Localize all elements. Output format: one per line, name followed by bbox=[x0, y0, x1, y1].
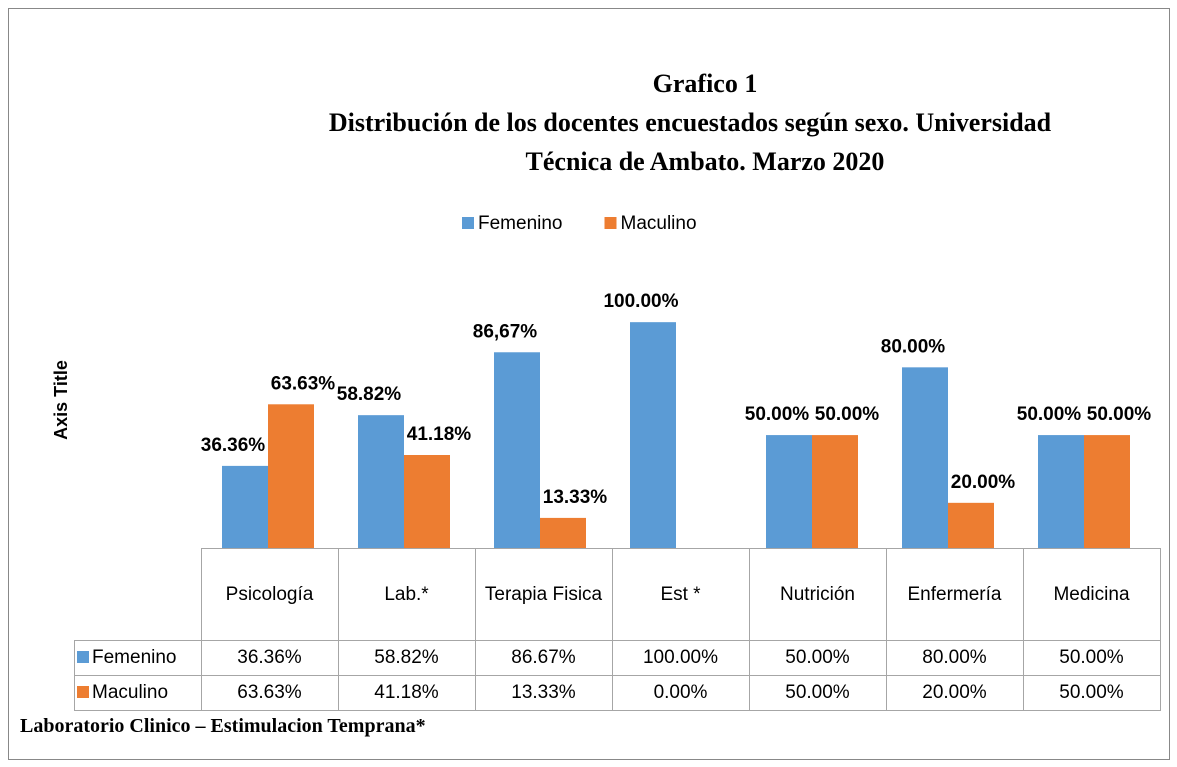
data-label: 86,67% bbox=[473, 321, 538, 342]
table-cell: 0.00% bbox=[611, 675, 750, 711]
legend-key bbox=[77, 686, 89, 698]
category-label: Nutrición bbox=[748, 548, 887, 641]
bar bbox=[630, 322, 676, 548]
table-cell: 50.00% bbox=[748, 640, 887, 676]
series-name: Maculino bbox=[92, 682, 169, 703]
data-label: 36.36% bbox=[201, 435, 266, 456]
legend-label: Femenino bbox=[478, 213, 563, 234]
table-cell: 50.00% bbox=[1022, 675, 1161, 711]
bar bbox=[948, 502, 994, 548]
category-label: Medicina bbox=[1022, 548, 1161, 641]
category-label: Est * bbox=[611, 548, 750, 641]
data-label: 50.00% bbox=[815, 404, 880, 425]
bar bbox=[540, 517, 586, 548]
table-cell: 50.00% bbox=[1022, 640, 1161, 676]
chart-subtitle: Técnica de Ambato. Marzo 2020 bbox=[526, 147, 885, 176]
footnote: Laboratorio Clinico – Estimulacion Tempr… bbox=[20, 715, 426, 737]
data-label: 80.00% bbox=[881, 336, 946, 357]
data-label: 100.00% bbox=[603, 291, 678, 312]
data-label: 50.00% bbox=[1017, 404, 1082, 425]
table-row: Psicología Lab.* Terapia Fisica Est * Nutric… bbox=[75, 548, 1161, 641]
data-table: Psicología Lab.* Terapia Fisica Est * Nutric… bbox=[74, 548, 1161, 711]
table-row: Maculino 63.63% 41.18% 13.33% 0.00% 50.00% 20.… bbox=[74, 675, 1161, 711]
legend-key bbox=[77, 651, 89, 663]
chart-border bbox=[8, 8, 1170, 760]
bar bbox=[268, 404, 314, 548]
table-cell: 86.67% bbox=[474, 640, 613, 676]
table-cell: 80.00% bbox=[885, 640, 1024, 676]
table-blank bbox=[75, 549, 202, 641]
table-row-header: Maculino bbox=[74, 675, 202, 711]
category-label: Psicología bbox=[200, 548, 339, 641]
table-row-header: Femenino bbox=[74, 640, 202, 676]
table-row: Femenino 36.36% 58.82% 86.67% 100.00% 50.00% 8… bbox=[74, 640, 1161, 676]
table-cell: 36.36% bbox=[200, 640, 339, 676]
table-cell: 100.00% bbox=[611, 640, 750, 676]
table-cell: 41.18% bbox=[337, 675, 476, 711]
category-label: Terapia Fisica bbox=[474, 548, 613, 641]
data-label: 41.18% bbox=[407, 424, 472, 445]
bar bbox=[404, 455, 450, 548]
bar bbox=[222, 465, 268, 548]
data-label: 20.00% bbox=[951, 472, 1016, 493]
y-axis-title: Axis Title bbox=[51, 360, 71, 440]
data-label: 58.82% bbox=[337, 384, 402, 405]
table-cell: 58.82% bbox=[337, 640, 476, 676]
table-cell: 63.63% bbox=[200, 675, 339, 711]
bar bbox=[1038, 435, 1084, 548]
series-name: Femenino bbox=[92, 647, 177, 668]
legend-key bbox=[462, 217, 474, 229]
data-label: 63.63% bbox=[271, 373, 336, 394]
table-cell: 20.00% bbox=[885, 675, 1024, 711]
data-label: 50.00% bbox=[745, 404, 810, 425]
legend-key bbox=[604, 217, 617, 229]
legend-label: Maculino bbox=[621, 213, 697, 234]
bar bbox=[902, 367, 948, 548]
chart-subtitle: Distribución de los docentes encuestados… bbox=[329, 108, 1052, 137]
bar bbox=[494, 352, 540, 548]
bar bbox=[1084, 435, 1130, 548]
bar bbox=[766, 435, 812, 548]
data-label: 50.00% bbox=[1087, 404, 1152, 425]
bar bbox=[358, 415, 404, 548]
category-label: Lab.* bbox=[337, 548, 476, 641]
chart-title: Grafico 1 bbox=[653, 69, 758, 98]
table-cell: 50.00% bbox=[748, 675, 887, 711]
data-label: 13.33% bbox=[543, 487, 608, 508]
table-cell: 13.33% bbox=[474, 675, 613, 711]
category-label: Enfermería bbox=[885, 548, 1024, 641]
bar bbox=[812, 435, 858, 548]
